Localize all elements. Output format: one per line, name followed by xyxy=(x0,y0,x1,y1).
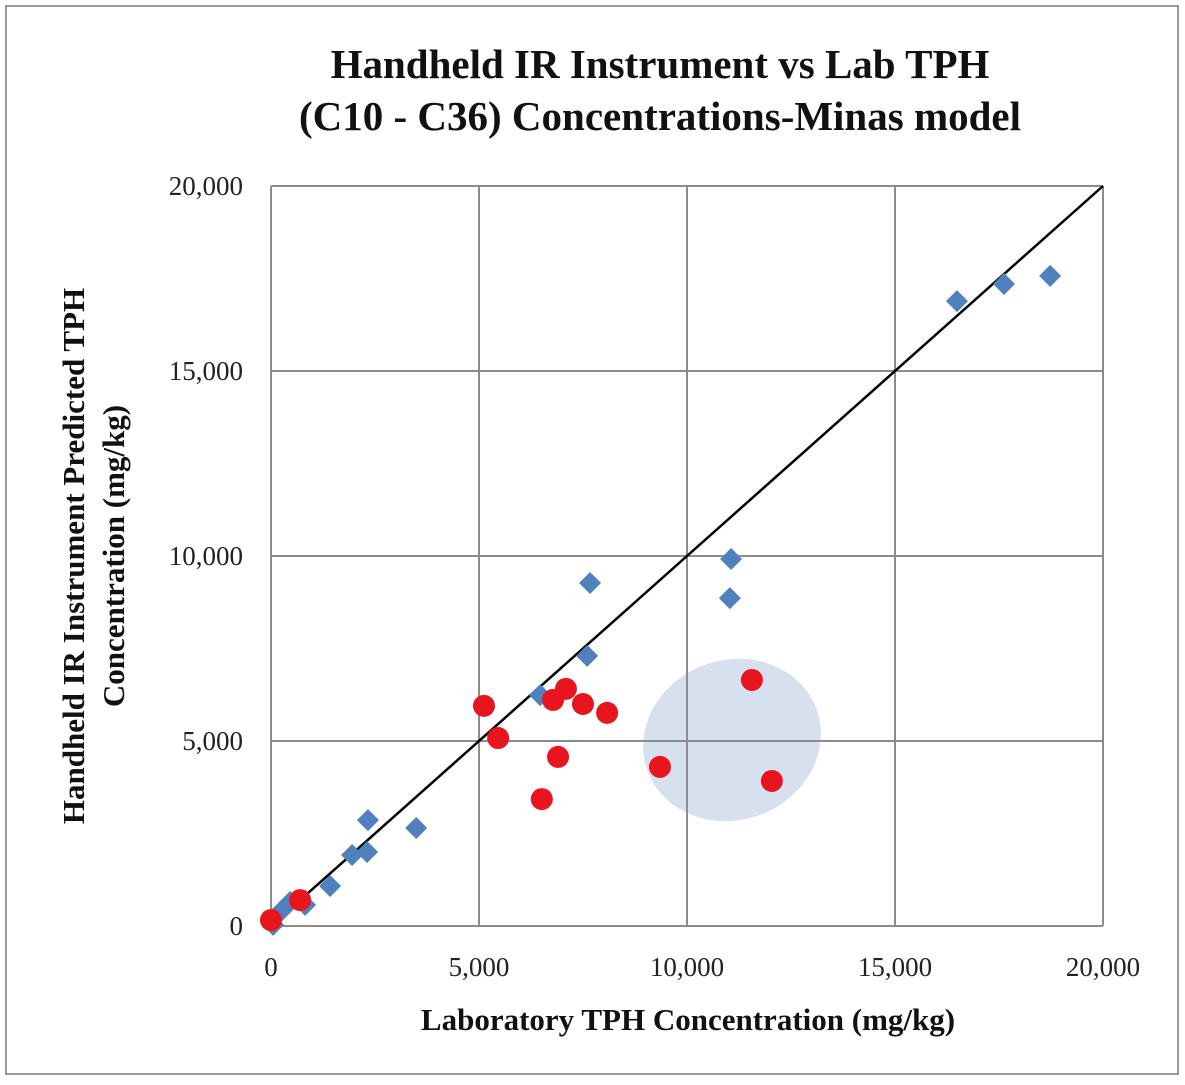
circle-point xyxy=(740,668,763,691)
diamond-point xyxy=(945,290,968,313)
y-tick-label: 0 xyxy=(230,911,244,941)
circle-point xyxy=(760,769,783,792)
circle-point xyxy=(596,701,619,724)
diamond-point xyxy=(1039,264,1062,287)
x-tick-label: 0 xyxy=(264,952,278,982)
x-tick-label: 20,000 xyxy=(1066,952,1140,982)
circle-point xyxy=(472,694,495,717)
circle-point xyxy=(572,693,594,715)
diamond-point xyxy=(992,273,1015,296)
diamond-point xyxy=(576,644,599,667)
y-axis-label: Handheld IR Instrument Predicted TPH xyxy=(56,288,91,824)
y-tick-label: 15,000 xyxy=(169,356,243,386)
y-tick-label: 10,000 xyxy=(169,541,243,571)
circle-point xyxy=(530,788,553,811)
diamond-point xyxy=(341,843,364,866)
y-axis-label-group: Handheld IR Instrument Predicted TPH Con… xyxy=(56,288,131,824)
y-tick-label: 20,000 xyxy=(169,171,243,201)
diamond-point xyxy=(718,587,741,610)
diamond-point xyxy=(579,572,602,595)
diamond-point xyxy=(356,841,379,863)
reference-line xyxy=(270,185,1104,927)
circle-point xyxy=(547,745,570,768)
x-tick-label: 15,000 xyxy=(858,952,932,982)
circle-point xyxy=(648,755,671,778)
diamond-point xyxy=(356,809,379,832)
x-tick-label: 10,000 xyxy=(650,952,724,982)
chart-title: (C10 - C36) Concentrations-Minas model xyxy=(299,93,1021,139)
diamond-point xyxy=(319,875,342,898)
chart-title: Handheld IR Instrument vs Lab TPH xyxy=(331,41,990,87)
circle-point xyxy=(289,889,312,912)
circle-point xyxy=(554,677,577,700)
circle-point xyxy=(260,909,282,932)
diamond-point xyxy=(405,816,428,839)
y-tick-label: 5,000 xyxy=(182,726,243,756)
y-axis-label: Concentration (mg/kg) xyxy=(96,405,131,707)
x-tick-label: 5,000 xyxy=(449,952,510,982)
circle-point xyxy=(487,727,510,750)
x-axis-label: Laboratory TPH Concentration (mg/kg) xyxy=(421,1002,955,1037)
diamond-point xyxy=(720,547,743,570)
chart-frame xyxy=(5,5,1179,1075)
